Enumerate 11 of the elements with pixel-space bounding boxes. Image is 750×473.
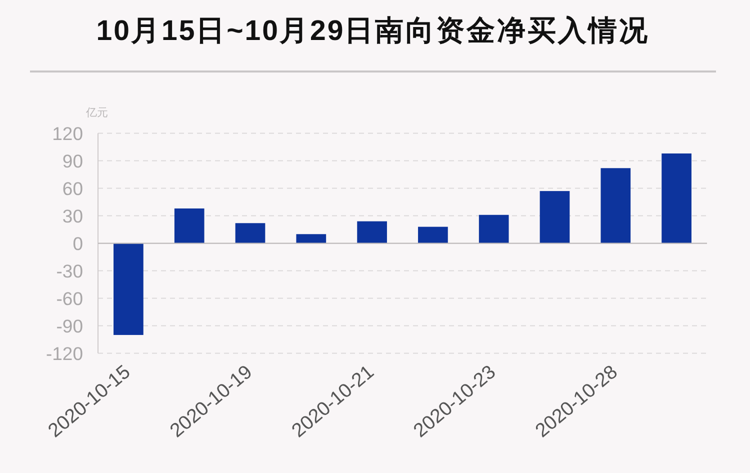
y-tick-label: 120 [52,122,83,144]
y-tick-label: -30 [56,260,83,282]
y-axis-title: 亿元 [86,107,108,119]
title: 10月15日~10月29日南向资金净买入情况 [96,15,650,47]
y-tick-label: 0 [72,232,83,254]
y-tick-label: 90 [62,150,83,172]
y-tick-label: 60 [62,178,83,199]
y-tick-label: -90 [56,315,83,336]
y-tick-label: -120 [46,342,83,364]
y-tick-label: 30 [62,205,83,226]
y-tick-label: -60 [56,288,83,309]
